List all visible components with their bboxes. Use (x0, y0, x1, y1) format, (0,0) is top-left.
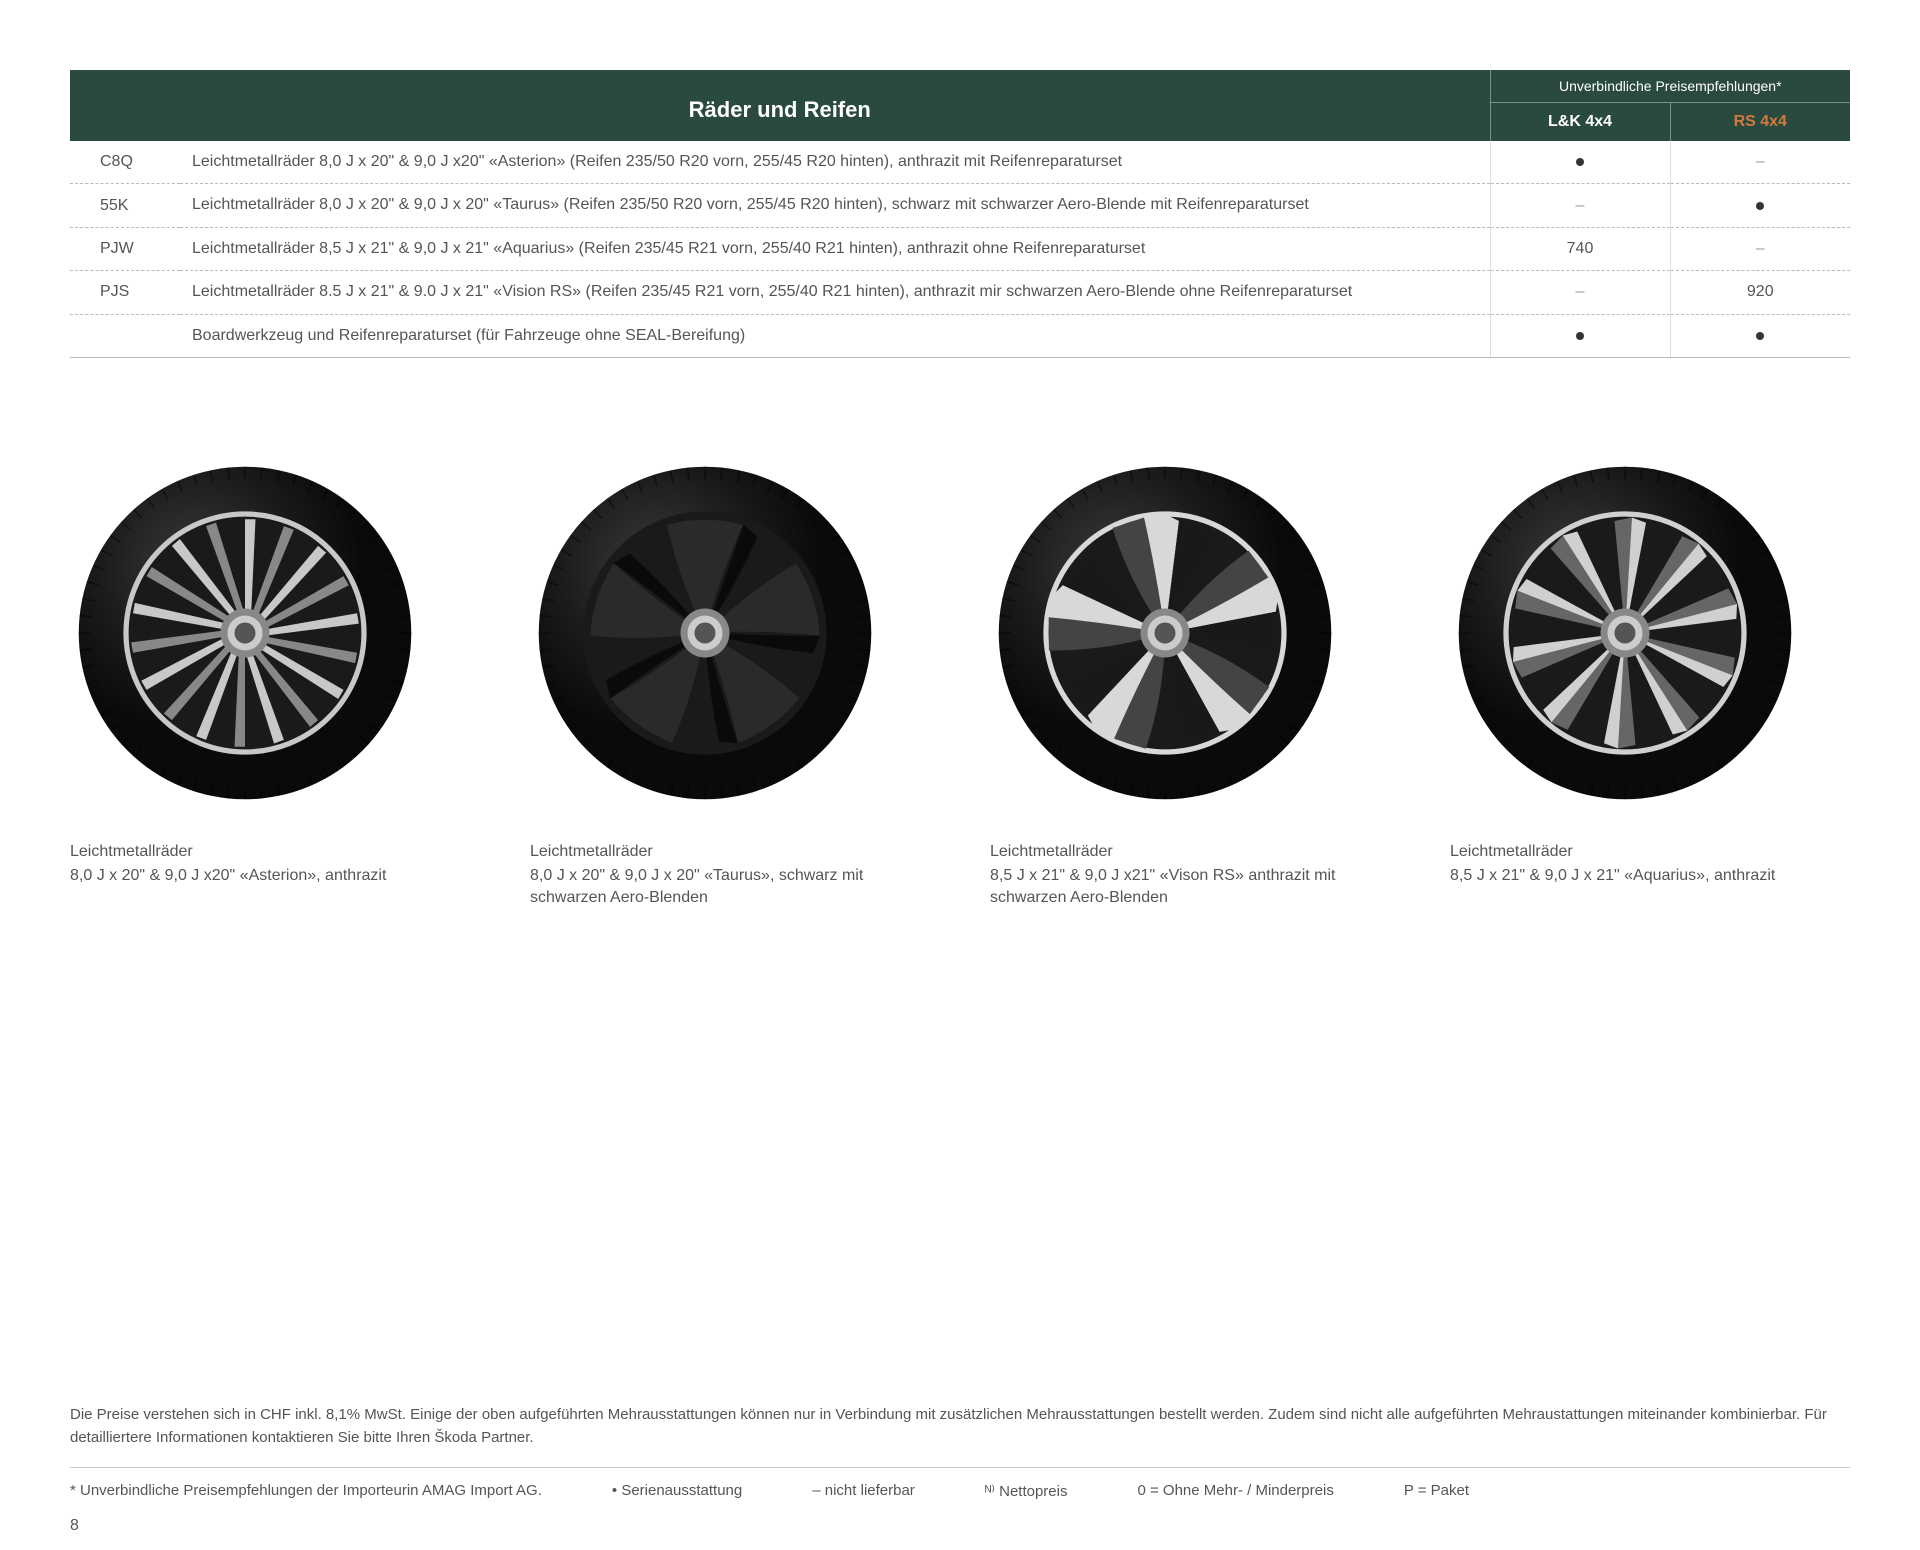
row-desc: Leichtmetallräder 8.5 J x 21" & 9.0 J x … (180, 271, 1490, 314)
row-price-rs (1670, 314, 1850, 357)
table-row: PJSLeichtmetallräder 8.5 J x 21" & 9.0 J… (70, 271, 1850, 314)
wheel-caption-title: Leichtmetallräder (530, 843, 930, 861)
row-code: PJS (70, 271, 180, 314)
table-row: 55KLeichtmetallräder 8,0 J x 20" & 9,0 J… (70, 184, 1850, 227)
wheel-image (530, 448, 930, 818)
wheel-caption-desc: 8,5 J x 21" & 9,0 J x21" «Vison RS» anth… (990, 865, 1390, 910)
row-code: C8Q (70, 141, 180, 184)
wheel-caption-title: Leichtmetallräder (1450, 843, 1850, 861)
row-code: PJW (70, 227, 180, 270)
legend-item: P = Paket (1404, 1482, 1469, 1500)
row-price-lk: – (1490, 184, 1670, 227)
table-row: PJWLeichtmetallräder 8,5 J x 21" & 9,0 J… (70, 227, 1850, 270)
wheel-image (1450, 448, 1850, 818)
wheel-caption-desc: 8,0 J x 20" & 9,0 J x20" «Asterion», ant… (70, 865, 470, 887)
row-price-lk (1490, 314, 1670, 357)
col-rs: RS 4x4 (1670, 103, 1850, 142)
wheels-table: Räder und Reifen Unverbindliche Preisemp… (70, 70, 1850, 358)
page-number: 8 (70, 1517, 79, 1535)
row-price-rs: – (1670, 227, 1850, 270)
legend-item: 0 = Ohne Mehr- / Minderpreis (1137, 1482, 1333, 1500)
wheel-gallery: Leichtmetallräder 8,0 J x 20" & 9,0 J x20… (70, 448, 1850, 910)
row-desc: Leichtmetallräder 8,5 J x 21" & 9,0 J x … (180, 227, 1490, 270)
wheel-image (990, 448, 1390, 818)
row-desc: Leichtmetallräder 8,0 J x 20" & 9,0 J x2… (180, 141, 1490, 184)
wheel-caption-desc: 8,5 J x 21" & 9,0 J x 21" «Aquarius», an… (1450, 865, 1850, 887)
row-code (70, 314, 180, 357)
footer-note: Die Preise verstehen sich in CHF inkl. 8… (70, 1404, 1850, 1449)
row-price-lk (1490, 141, 1670, 184)
table-row: Boardwerkzeug und Reifenreparaturset (fü… (70, 314, 1850, 357)
row-price-rs: – (1670, 141, 1850, 184)
legend-item: * Unverbindliche Preisempfehlungen der I… (70, 1482, 542, 1500)
wheel-caption-desc: 8,0 J x 20" & 9,0 J x 20" «Taurus», schw… (530, 865, 930, 910)
col-lk: L&K 4x4 (1490, 103, 1670, 142)
wheel-item-asterion: Leichtmetallräder 8,0 J x 20" & 9,0 J x20… (70, 448, 470, 910)
legend-item: • Serienausstattung (612, 1482, 742, 1500)
legend-item: ᴺ⁾ Nettopreis (985, 1482, 1068, 1500)
row-desc: Leichtmetallräder 8,0 J x 20" & 9,0 J x … (180, 184, 1490, 227)
row-price-lk: – (1490, 271, 1670, 314)
wheel-item-taurus: Leichtmetallräder 8,0 J x 20" & 9,0 J x 2… (530, 448, 930, 910)
wheel-caption-title: Leichtmetallräder (990, 843, 1390, 861)
row-desc: Boardwerkzeug und Reifenreparaturset (fü… (180, 314, 1490, 357)
row-price-lk: 740 (1490, 227, 1670, 270)
wheel-item-visionrs: Leichtmetallräder 8,5 J x 21" & 9,0 J x21… (990, 448, 1390, 910)
footer: Die Preise verstehen sich in CHF inkl. 8… (70, 1404, 1850, 1500)
table-title: Räder und Reifen (70, 70, 1490, 141)
wheel-caption-title: Leichtmetallräder (70, 843, 470, 861)
legend: * Unverbindliche Preisempfehlungen der I… (70, 1467, 1850, 1500)
price-header: Unverbindliche Preisempfehlungen* (1490, 70, 1850, 103)
row-price-rs (1670, 184, 1850, 227)
table-row: C8QLeichtmetallräder 8,0 J x 20" & 9,0 J… (70, 141, 1850, 184)
wheel-image (70, 448, 470, 818)
legend-item: – nicht lieferbar (812, 1482, 915, 1500)
row-price-rs: 920 (1670, 271, 1850, 314)
wheel-item-aquarius: Leichtmetallräder 8,5 J x 21" & 9,0 J x 2… (1450, 448, 1850, 910)
row-code: 55K (70, 184, 180, 227)
